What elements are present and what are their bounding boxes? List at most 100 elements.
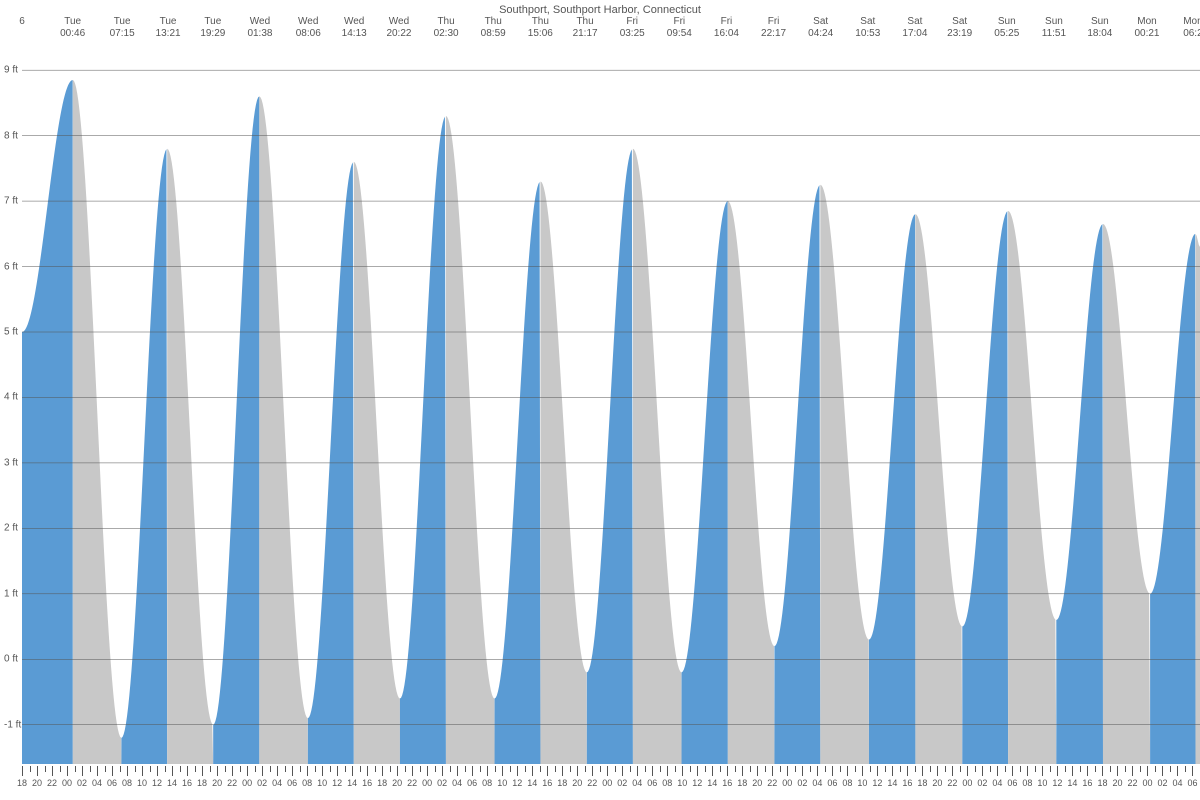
plot-area — [22, 44, 1200, 764]
x-tick — [67, 766, 68, 776]
x-tick — [937, 766, 938, 776]
x-tick — [1192, 766, 1193, 776]
top-tick-label: Sun18:04 — [1087, 16, 1112, 40]
x-tick — [127, 766, 128, 776]
x-tick — [412, 766, 413, 776]
x-tick-label: 00 — [242, 778, 252, 788]
x-tick — [607, 766, 608, 776]
x-tick-label: 14 — [167, 778, 177, 788]
x-tick — [1147, 766, 1148, 776]
x-tick — [1072, 766, 1073, 776]
x-tick-label: 10 — [497, 778, 507, 788]
x-tick — [457, 766, 458, 776]
x-tick-label: 16 — [182, 778, 192, 788]
x-tick-label: 16 — [1082, 778, 1092, 788]
x-tick — [1177, 766, 1178, 776]
x-tick — [750, 766, 751, 772]
x-tick — [187, 766, 188, 776]
y-tick-label: 9 ft — [4, 65, 18, 76]
x-tick-label: 06 — [287, 778, 297, 788]
x-tick — [292, 766, 293, 776]
x-tick-label: 06 — [107, 778, 117, 788]
x-tick-label: 10 — [677, 778, 687, 788]
x-tick-label: 04 — [452, 778, 462, 788]
x-tick-label: 14 — [347, 778, 357, 788]
x-tick-label: 00 — [602, 778, 612, 788]
x-tick-label: 22 — [47, 778, 57, 788]
x-tick-label: 10 — [857, 778, 867, 788]
top-tick-label: Thu08:59 — [481, 16, 506, 40]
x-tick — [60, 766, 61, 772]
x-tick — [810, 766, 811, 772]
x-tick-label: 02 — [257, 778, 267, 788]
top-tick-label: Fri03:25 — [620, 16, 645, 40]
x-tick-label: 04 — [812, 778, 822, 788]
x-tick — [1117, 766, 1118, 776]
top-tick-label: Thu02:30 — [434, 16, 459, 40]
x-tick-label: 04 — [1172, 778, 1182, 788]
y-tick-label: 6 ft — [4, 261, 18, 272]
x-tick — [577, 766, 578, 776]
x-tick-label: 04 — [92, 778, 102, 788]
x-tick — [382, 766, 383, 776]
top-tick-label: Tue13:21 — [156, 16, 181, 40]
x-tick — [847, 766, 848, 776]
x-tick-label: 10 — [137, 778, 147, 788]
x-tick — [487, 766, 488, 776]
x-tick — [1057, 766, 1058, 776]
x-tick — [367, 766, 368, 776]
top-tick-label: Sat10:53 — [855, 16, 880, 40]
x-tick — [675, 766, 676, 772]
x-tick-label: 08 — [302, 778, 312, 788]
x-tick — [1005, 766, 1006, 772]
x-tick-label: 16 — [902, 778, 912, 788]
top-tick-label: Mon06:2 — [1183, 16, 1200, 40]
x-tick — [585, 766, 586, 772]
x-tick-label: 06 — [1187, 778, 1197, 788]
x-tick — [345, 766, 346, 772]
x-tick-label: 00 — [962, 778, 972, 788]
x-tick-label: 08 — [662, 778, 672, 788]
x-tick — [742, 766, 743, 776]
x-tick — [1125, 766, 1126, 772]
x-tick-label: 20 — [752, 778, 762, 788]
x-tick — [1027, 766, 1028, 776]
x-tick — [502, 766, 503, 776]
x-tick — [1050, 766, 1051, 772]
x-tick — [630, 766, 631, 772]
x-tick — [1042, 766, 1043, 776]
x-tick-label: 22 — [587, 778, 597, 788]
x-tick — [1087, 766, 1088, 776]
x-tick — [667, 766, 668, 776]
x-tick-label: 18 — [737, 778, 747, 788]
y-tick-label: 0 ft — [4, 654, 18, 665]
x-tick — [652, 766, 653, 776]
top-tick-label: Tue00:46 — [60, 16, 85, 40]
x-tick — [397, 766, 398, 776]
x-tick — [967, 766, 968, 776]
x-tick — [112, 766, 113, 776]
x-tick-label: 12 — [512, 778, 522, 788]
x-tick — [195, 766, 196, 772]
x-tick — [517, 766, 518, 776]
x-tick — [720, 766, 721, 772]
x-tick — [930, 766, 931, 772]
x-tick-label: 20 — [1112, 778, 1122, 788]
x-tick — [307, 766, 308, 776]
x-tick-label: 12 — [332, 778, 342, 788]
x-tick — [360, 766, 361, 772]
x-tick — [427, 766, 428, 776]
x-tick-label: 04 — [272, 778, 282, 788]
top-tick-label: Wed20:22 — [386, 16, 411, 40]
x-tick-label: 12 — [872, 778, 882, 788]
x-tick — [45, 766, 46, 772]
top-tick-label: Sat23:19 — [947, 16, 972, 40]
x-tick-label: 00 — [782, 778, 792, 788]
x-tick — [1185, 766, 1186, 772]
x-tick — [30, 766, 31, 772]
x-tick — [802, 766, 803, 776]
top-tick-label: Sun11:51 — [1042, 16, 1066, 40]
x-tick-label: 20 — [932, 778, 942, 788]
x-tick — [915, 766, 916, 772]
x-tick — [562, 766, 563, 776]
